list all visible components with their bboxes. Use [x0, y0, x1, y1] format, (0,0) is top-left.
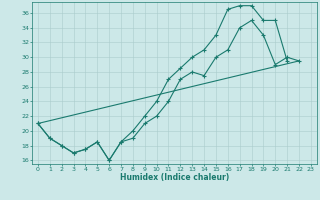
X-axis label: Humidex (Indice chaleur): Humidex (Indice chaleur) [120, 173, 229, 182]
